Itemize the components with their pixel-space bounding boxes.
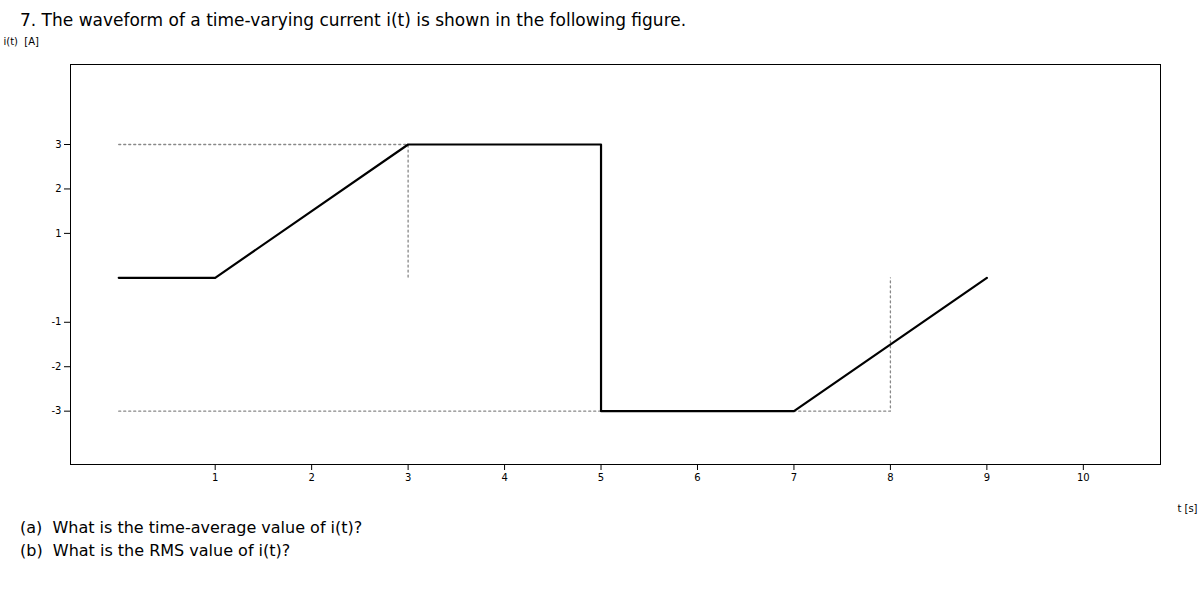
html-text:7. The waveform of a time-vary: 7. The waveform of a time-varying curren… xyxy=(20,10,687,30)
svg-text:-2: -2 xyxy=(52,361,62,372)
svg-text:3: 3 xyxy=(405,472,411,483)
svg-text:4: 4 xyxy=(501,472,507,483)
html-text:(b) What is the RMS value of i: (b) What is the RMS value of i(t)? xyxy=(20,541,291,560)
svg-text:-3: -3 xyxy=(52,405,62,416)
svg-text:-1: -1 xyxy=(52,316,62,327)
svg-text:t [s]: t [s] xyxy=(1177,503,1197,514)
svg-text:5: 5 xyxy=(598,472,604,483)
svg-text:1: 1 xyxy=(55,228,61,239)
svg-text:9: 9 xyxy=(984,472,990,483)
svg-text:2: 2 xyxy=(55,183,61,194)
svg-text:7: 7 xyxy=(791,472,797,483)
svg-text:10: 10 xyxy=(1077,472,1090,483)
html-text:(a) What is the time-average v: (a) What is the time-average value of i(… xyxy=(20,518,363,537)
svg-text:1: 1 xyxy=(212,472,218,483)
svg-text:3: 3 xyxy=(55,139,61,150)
svg-text:6: 6 xyxy=(694,472,700,483)
svg-text:8: 8 xyxy=(887,472,893,483)
svg-text:2: 2 xyxy=(308,472,314,483)
svg-text:i(t) [A]: i(t) [A] xyxy=(4,36,40,47)
